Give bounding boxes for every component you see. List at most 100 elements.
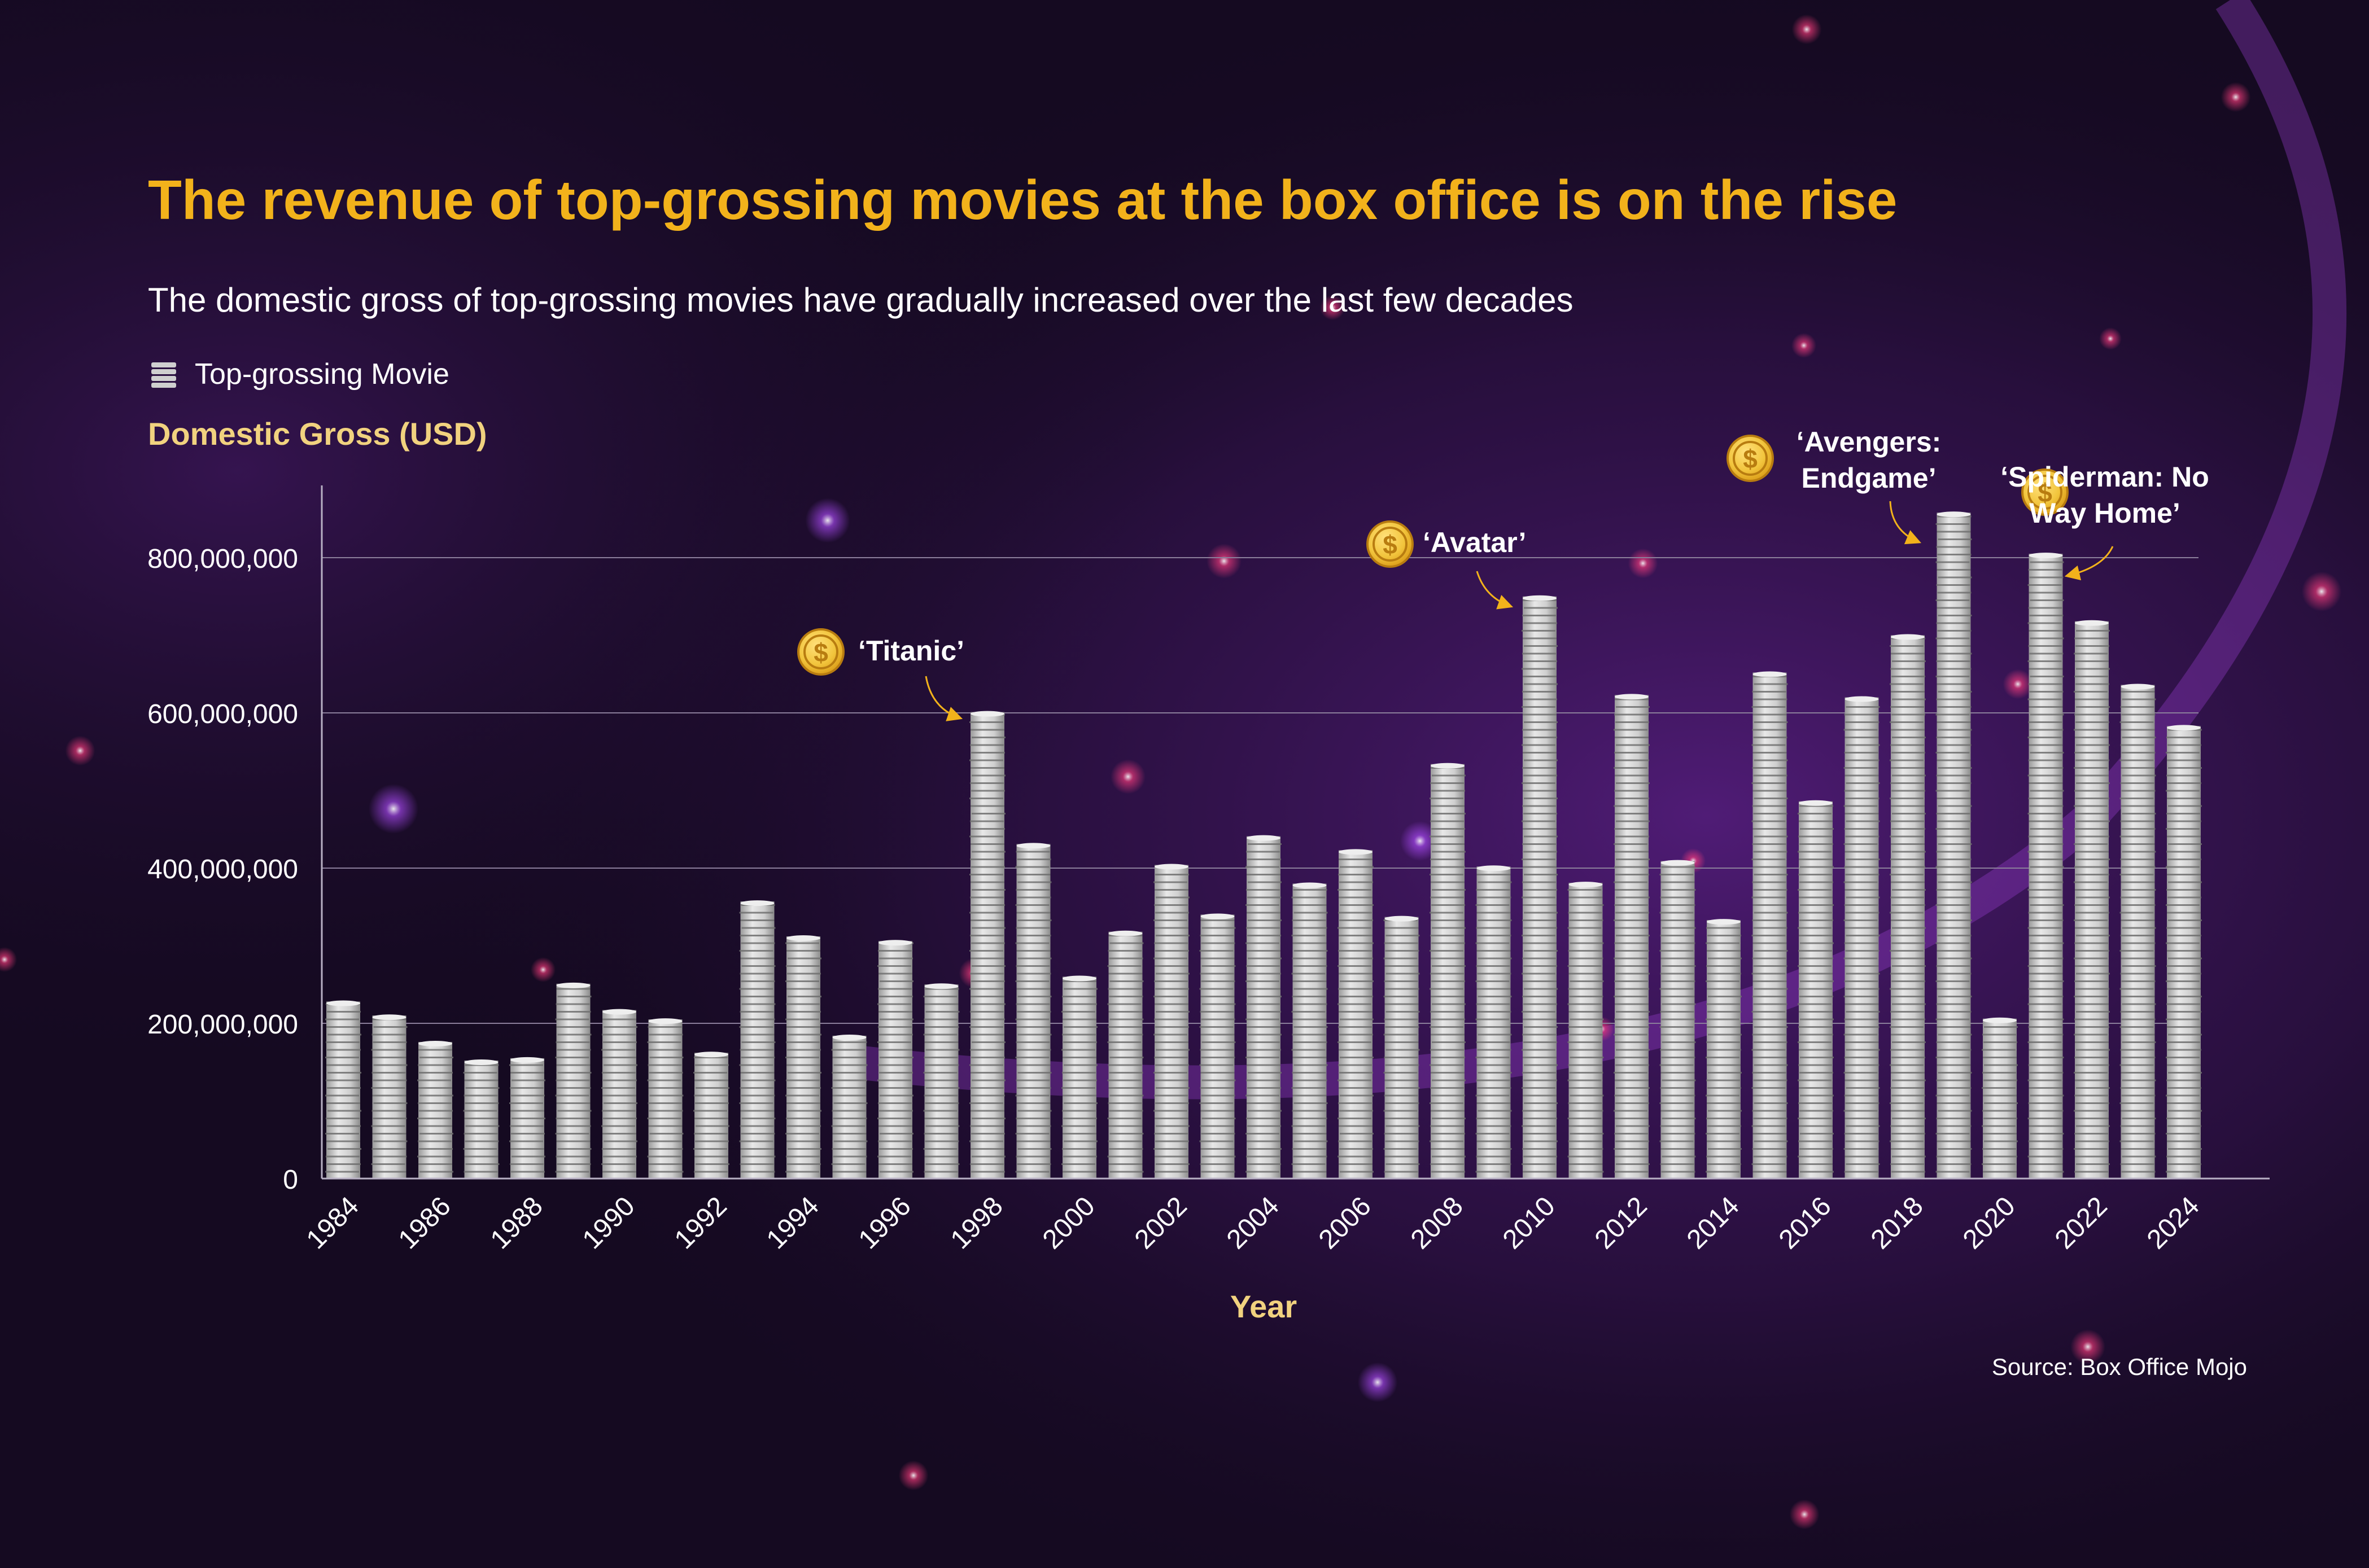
bar-body [602, 1010, 636, 1179]
coin-edge [1430, 896, 1464, 899]
coin-edge [1293, 950, 1328, 952]
coin-edge [1753, 1155, 1787, 1158]
coin-edge [880, 1018, 913, 1020]
coin-edge [1891, 767, 1925, 769]
coin-edge [1615, 1003, 1649, 1005]
annotation-arrow [925, 676, 963, 721]
coin-edge [2122, 737, 2156, 738]
coin-edge [557, 1049, 591, 1051]
y-tick-label: 0 [283, 1165, 298, 1195]
coin-edge [1246, 1079, 1280, 1081]
coin-edge [1798, 813, 1832, 814]
coin-edge [510, 1087, 544, 1089]
coin-edge [1292, 1110, 1326, 1112]
coin-edge [1662, 1003, 1696, 1005]
coin-edge [1384, 1094, 1418, 1097]
coin-edge [786, 988, 820, 990]
background-star [1791, 333, 1816, 358]
coin-edge [1614, 942, 1648, 944]
coin-edge [1754, 759, 1788, 761]
coin-edge [1890, 950, 1924, 952]
coin-edge [2074, 652, 2108, 655]
coin-edge [2029, 820, 2063, 822]
coin-edge [325, 1094, 359, 1097]
coin-edge [1615, 835, 1649, 838]
coin-edge [556, 1003, 590, 1005]
coin-edge [1844, 942, 1878, 944]
coin-edge [2076, 973, 2110, 975]
coin-edge [788, 1110, 821, 1112]
coin-edge [969, 721, 1003, 723]
annotation-arrow [1476, 571, 1514, 610]
coin-edge [555, 1018, 589, 1020]
coin-top [786, 935, 820, 941]
coin-edge [2027, 622, 2062, 624]
coin-edge [1660, 1011, 1694, 1013]
coin-edge [1476, 1026, 1511, 1028]
coin-edge [1754, 988, 1788, 990]
coin-edge [1522, 896, 1555, 899]
bar-2010 [1522, 595, 1558, 1179]
coin-edge [1937, 1125, 1972, 1127]
coin-edge [602, 1171, 636, 1173]
coin-edge [880, 1171, 913, 1173]
coin-edge [1615, 1118, 1649, 1119]
coin-edge [1524, 835, 1558, 838]
coin-edge [1430, 782, 1464, 784]
coin-edge [1843, 1033, 1878, 1036]
coin-top [1063, 975, 1096, 982]
coin-edge [602, 1133, 636, 1135]
coin-edge [1751, 820, 1786, 822]
coin-edge [1432, 851, 1466, 853]
coin-edge [1200, 1072, 1235, 1074]
coin-edge [1935, 866, 1970, 868]
coin-edge [1247, 988, 1280, 990]
coin-edge [1338, 1118, 1371, 1119]
coin-edge [1615, 1026, 1649, 1028]
coin-edge [1430, 1064, 1463, 1066]
coin-edge [1522, 881, 1556, 883]
coin-edge [1339, 919, 1373, 921]
coin-edge [1293, 988, 1328, 990]
coin-edge [785, 1018, 819, 1020]
coin-edge [327, 1125, 361, 1127]
source-note: Source: Box Office Mojo [1992, 1354, 2247, 1380]
coin-edge [1846, 973, 1880, 975]
coin-edge [1798, 889, 1832, 891]
coin-edge [1524, 874, 1558, 875]
coin-edge [1615, 1140, 1649, 1142]
coin-edge [1108, 950, 1142, 952]
coin-edge [1247, 874, 1280, 875]
coin-edge [1892, 851, 1926, 853]
coin-edge [741, 1079, 776, 1081]
coin-edge [1523, 1118, 1557, 1119]
coin-edge [1892, 1003, 1926, 1005]
coin-edge [2122, 698, 2156, 700]
coin-edge [1707, 950, 1741, 952]
coin-edge [2030, 561, 2064, 563]
coin-top [372, 1014, 407, 1020]
coin-edge [510, 1163, 544, 1165]
coin-edge [2027, 1155, 2062, 1158]
bar-1993 [739, 900, 776, 1179]
coin-edge [2167, 1140, 2201, 1142]
coin-edge [1614, 1133, 1648, 1135]
coin-edge [1383, 1148, 1418, 1150]
coin-edge [1475, 904, 1510, 906]
coin-edge [1662, 1079, 1696, 1081]
coin-edge [419, 1072, 453, 1074]
coin-edge [1799, 843, 1833, 845]
coin-edge [786, 1140, 820, 1142]
coin-edge [2075, 660, 2109, 662]
coin-edge [1522, 859, 1555, 860]
coin-edge [1659, 912, 1694, 914]
coin-edge [2120, 1087, 2154, 1089]
bar-1992 [693, 1052, 729, 1179]
coin-edge [2168, 996, 2202, 997]
coin-edge [2167, 1102, 2201, 1104]
coin-edge [1339, 1163, 1373, 1165]
coin-edge [371, 1163, 405, 1165]
annotation-label: ‘Titanic’ [858, 635, 964, 667]
coin-edge [1248, 1148, 1282, 1150]
coin-edge [2076, 896, 2110, 899]
